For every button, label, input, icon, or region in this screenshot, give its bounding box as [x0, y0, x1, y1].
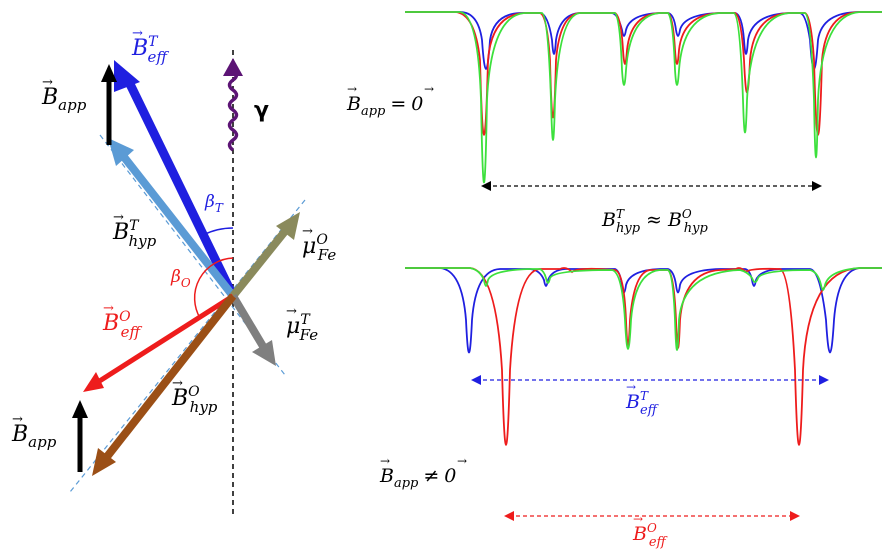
svg-text:→: →: [380, 454, 390, 468]
label-bottom-mid: BT eff →: [625, 380, 660, 418]
mu-fe-t-arrow: [229, 293, 268, 351]
svg-text:βO: βO: [170, 267, 191, 290]
b-hyp-o-arrow: [102, 293, 237, 461]
spectrum-top-red: [405, 11, 882, 136]
svg-text:→: →: [286, 304, 297, 319]
svg-text:→: →: [103, 301, 114, 316]
mu-fe-o-arrow: [229, 227, 290, 299]
svg-text:→: →: [633, 512, 643, 526]
spectrum-top: [405, 11, 882, 191]
svg-text:→: →: [42, 75, 53, 90]
label-b-app-top: Bapp →: [41, 75, 87, 114]
svg-text:→: →: [626, 380, 636, 394]
label-b-hyp-o: BO hyp →: [171, 376, 218, 416]
label-beta-o: βO: [170, 267, 191, 290]
beta-o-arc: [193, 257, 234, 319]
gamma-symbol: γ: [254, 98, 269, 123]
b-eff-o-arrow: [96, 293, 235, 385]
spectrum-top-green: [405, 11, 882, 184]
label-beta-t: βT: [204, 192, 224, 215]
svg-text:Bapp≠0: Bapp ≠ 0: [379, 465, 456, 491]
label-b-eff-o: BO eff →: [102, 301, 143, 341]
b-hyp-t-arrow: [120, 154, 237, 299]
svg-text:→: →: [172, 376, 183, 391]
svg-text:βT: βT: [204, 192, 224, 215]
beta-t-arc: [202, 227, 234, 236]
label-bottom-low: BO eff →: [632, 512, 669, 550]
svg-text:→: →: [12, 412, 23, 427]
svg-text:→: →: [347, 82, 357, 96]
spectrum-bottom: [405, 267, 882, 521]
spectra-panel: Bapp = 0 → → BT hyp ≈ BO hyp BT eff → Bapp ≠ 0 → …: [346, 11, 882, 550]
spectrum-bottom-blue: [405, 267, 882, 354]
label-b-app-bottom: Bapp →: [11, 412, 57, 451]
svg-text:→: →: [424, 82, 434, 96]
label-top-condition: Bapp = 0 → →: [346, 82, 434, 119]
spectrum-bottom-green: [405, 267, 882, 351]
gamma-ray-arrow: [223, 58, 243, 152]
svg-text:→: →: [132, 26, 143, 41]
label-mu-fe-o: μO Fe →: [302, 224, 336, 264]
label-b-eff-t: BT eff →: [131, 26, 169, 66]
label-top-relation: BT hyp ≈ BO hyp: [601, 207, 708, 236]
b-eff-t-arrow: [124, 80, 238, 298]
label-b-hyp-t: BT hyp →: [112, 210, 157, 250]
svg-text:Bapp: Bapp: [41, 85, 87, 114]
svg-text:→: →: [457, 454, 467, 468]
label-bottom-condition: Bapp ≠ 0 → →: [379, 454, 467, 491]
svg-text:→: →: [302, 224, 313, 239]
svg-text:Bapp=0: Bapp = 0: [346, 93, 423, 119]
label-mu-fe-t: μT Fe →: [286, 304, 318, 344]
vector-diagram: γ Bapp → BT eff →: [11, 26, 336, 515]
svg-text:Bapp: Bapp: [11, 422, 57, 451]
svg-text:→: →: [113, 210, 124, 225]
